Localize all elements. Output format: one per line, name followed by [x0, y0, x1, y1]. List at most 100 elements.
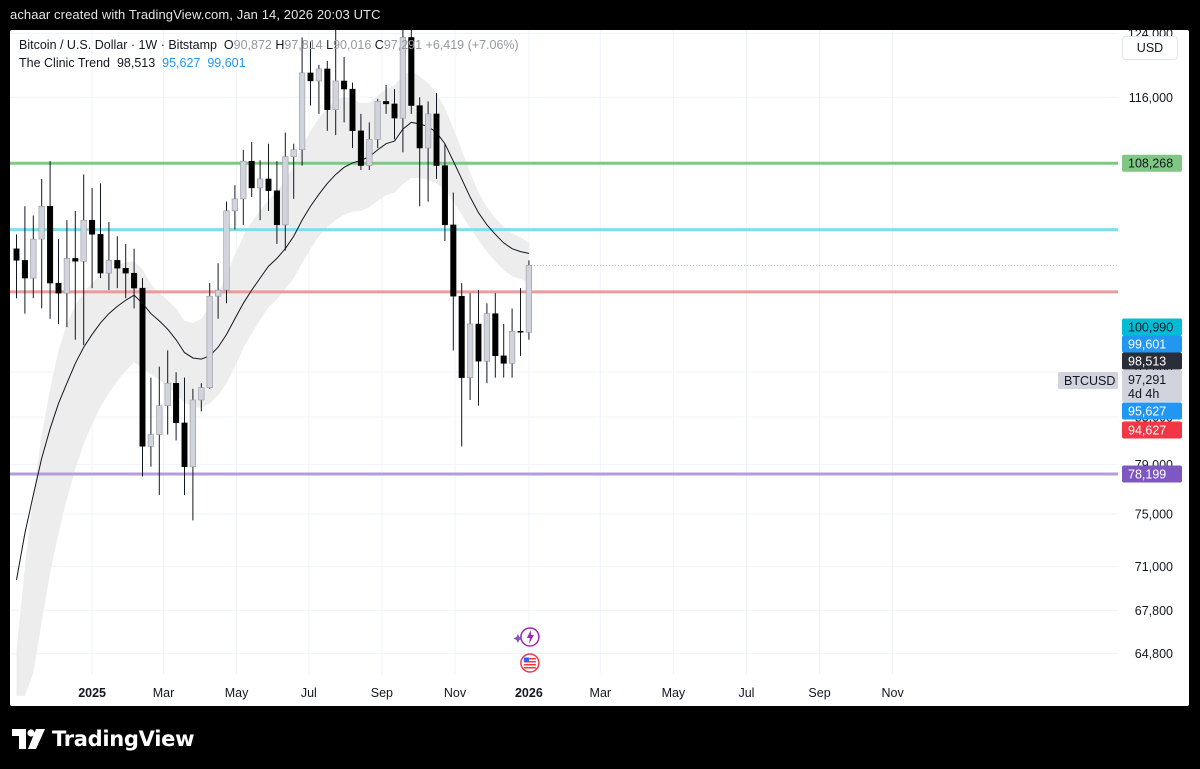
- candle-up[interactable]: [374, 101, 381, 140]
- chart-area[interactable]: 150,000140,000132,000124,000116,00087,00…: [10, 30, 1189, 706]
- y-tick-label: 124,000: [1128, 30, 1173, 41]
- symbol-row: Bitcoin / U.S. Dollar · 1W · Bitstamp O9…: [19, 36, 519, 54]
- x-tick-label: Mar: [590, 686, 612, 700]
- candle-down[interactable]: [416, 105, 423, 149]
- candle-down[interactable]: [122, 267, 129, 274]
- candle-down[interactable]: [391, 103, 398, 119]
- candle-down[interactable]: [408, 37, 415, 106]
- symbol-title[interactable]: Bitcoin / U.S. Dollar · 1W · Bitstamp: [19, 38, 217, 52]
- candle-up[interactable]: [198, 387, 205, 401]
- candle-down[interactable]: [475, 323, 482, 362]
- price-tag-blue-upper-bg: [1122, 335, 1182, 353]
- chart-attribution: achaar created with TradingView.com, Jan…: [10, 7, 381, 22]
- candle-down[interactable]: [383, 101, 390, 105]
- candle-up[interactable]: [206, 295, 213, 388]
- candle-down[interactable]: [349, 88, 356, 132]
- candle-up[interactable]: [147, 434, 155, 447]
- candle-down[interactable]: [13, 248, 20, 261]
- candle-up[interactable]: [399, 37, 407, 119]
- candle-down[interactable]: [433, 113, 440, 166]
- candle-down[interactable]: [307, 72, 314, 82]
- trend-line: [16, 121, 530, 580]
- candle-up[interactable]: [63, 258, 70, 294]
- indicator-value-3: 99,601: [207, 56, 246, 70]
- price-tag-cyan-bg: [1122, 318, 1182, 336]
- candle-up[interactable]: [332, 80, 339, 111]
- candle-down[interactable]: [114, 260, 121, 269]
- candle-down[interactable]: [441, 165, 448, 226]
- candle-down[interactable]: [273, 190, 280, 226]
- candle-up[interactable]: [240, 160, 247, 200]
- candle-down[interactable]: [173, 382, 180, 424]
- candle-down[interactable]: [265, 178, 272, 191]
- candle-up[interactable]: [80, 219, 87, 262]
- flag-stripe: [523, 667, 536, 669]
- candle-up[interactable]: [30, 238, 37, 279]
- candle-down[interactable]: [181, 422, 188, 467]
- candle-down[interactable]: [89, 219, 96, 235]
- candle-up[interactable]: [215, 289, 222, 297]
- candle-up[interactable]: [483, 313, 491, 362]
- candle-up[interactable]: [164, 382, 171, 406]
- candle-up[interactable]: [290, 149, 297, 158]
- candle-down[interactable]: [458, 295, 465, 378]
- candle-down[interactable]: [72, 258, 79, 262]
- current-price-box: [1122, 370, 1182, 402]
- candle-up[interactable]: [366, 139, 373, 166]
- indicator-value-2: 95,627: [162, 56, 201, 70]
- candle-up[interactable]: [156, 405, 163, 435]
- candle-down[interactable]: [341, 80, 348, 90]
- candle-up[interactable]: [105, 260, 112, 274]
- candle-down[interactable]: [357, 130, 364, 166]
- candle-down[interactable]: [492, 313, 499, 357]
- change-value: +6,419 (+7.06%): [425, 38, 519, 52]
- candle-up[interactable]: [298, 72, 306, 151]
- price-chart[interactable]: 150,000140,000132,000124,000116,00087,00…: [10, 30, 1189, 706]
- x-tick-label: Nov: [444, 686, 467, 700]
- price-tag-purple-bg: [1122, 465, 1182, 483]
- chart-legend: Bitcoin / U.S. Dollar · 1W · Bitstamp O9…: [19, 36, 519, 72]
- price-tag-red-bg: [1122, 421, 1182, 439]
- candle-down[interactable]: [55, 282, 62, 294]
- x-tick-label: 2025: [78, 686, 106, 700]
- candle-up[interactable]: [223, 210, 230, 291]
- candle-up[interactable]: [424, 113, 432, 149]
- candle-up[interactable]: [282, 156, 289, 226]
- candle-up[interactable]: [38, 205, 45, 240]
- price-tag-green-bg: [1122, 154, 1182, 172]
- us-flag-event-icon[interactable]: [520, 653, 540, 673]
- candle-down[interactable]: [248, 160, 255, 189]
- candle-down[interactable]: [324, 68, 331, 110]
- symbol-tag-bg: [1058, 372, 1118, 389]
- open-value: 90,872: [233, 38, 272, 52]
- sparkle-icon: [513, 634, 523, 643]
- candle-down[interactable]: [47, 206, 54, 284]
- candle-up[interactable]: [189, 399, 197, 468]
- candle-up[interactable]: [231, 198, 239, 212]
- high-label: H: [275, 38, 285, 52]
- price-tag-blue-upper: 99,601: [1128, 338, 1166, 352]
- x-tick-label: Sep: [371, 686, 393, 700]
- candle-down[interactable]: [500, 355, 507, 364]
- flag-stripe: [523, 664, 536, 666]
- open-label: O: [223, 38, 234, 52]
- tradingview-logo-icon: [12, 729, 45, 749]
- x-tick-label: 2026: [515, 686, 543, 700]
- price-tag-cyan: 100,990: [1128, 321, 1173, 335]
- currency-button[interactable]: USD: [1122, 36, 1178, 60]
- candle-up[interactable]: [466, 323, 474, 378]
- candle-up[interactable]: [257, 178, 264, 189]
- candle-up[interactable]: [508, 331, 516, 364]
- candle-down[interactable]: [450, 224, 457, 297]
- candle-down[interactable]: [139, 287, 146, 447]
- price-tag-blue-lower-bg: [1122, 402, 1182, 420]
- candle-up[interactable]: [315, 68, 323, 82]
- candle-down[interactable]: [131, 272, 138, 289]
- candle-down[interactable]: [517, 331, 524, 333]
- y-tick-label: 71,000: [1135, 560, 1173, 574]
- candle-up[interactable]: [525, 264, 532, 333]
- candle-down[interactable]: [21, 260, 28, 279]
- close-value: 97,291: [383, 38, 423, 52]
- candle-down[interactable]: [97, 234, 104, 274]
- indicator-name[interactable]: The Clinic Trend: [19, 56, 111, 70]
